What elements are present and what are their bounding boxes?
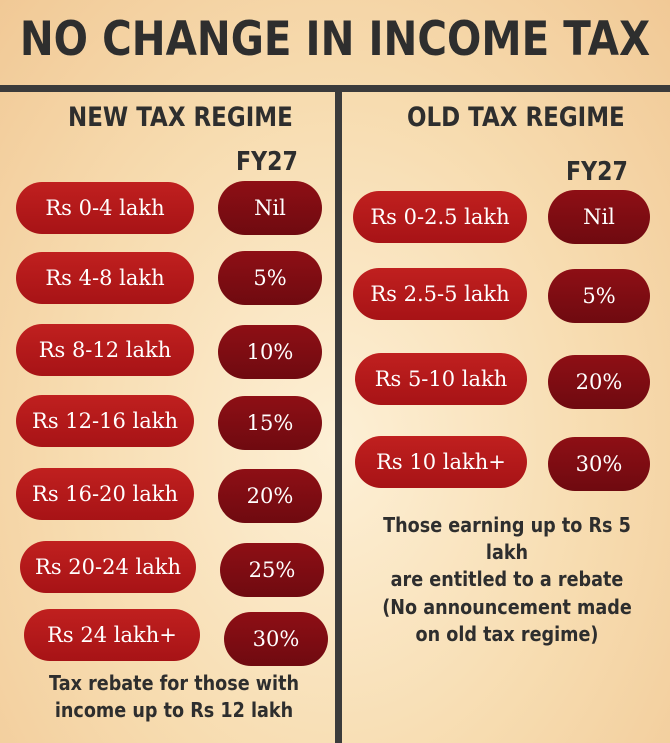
new-slab-rate: Nil bbox=[218, 181, 322, 235]
new-slab-range: Rs 0-4 lakh bbox=[16, 182, 194, 234]
old-regime-note-line1: Those earning up to Rs 5 lakh bbox=[383, 513, 631, 564]
old-slab-rate: Nil bbox=[548, 190, 650, 244]
new-regime-note-line2: income up to Rs 12 lakh bbox=[54, 698, 294, 722]
old-regime-note: Those earning up to Rs 5 lakh are entitl… bbox=[364, 512, 651, 593]
old-slab-rate: 5% bbox=[548, 269, 650, 323]
new-slab-range: Rs 4-8 lakh bbox=[16, 252, 194, 304]
new-slab-range: Rs 8-12 lakh bbox=[16, 324, 194, 376]
old-regime-note-line2: are entitled to a rebate bbox=[390, 567, 624, 591]
old-slab-range: Rs 5-10 lakh bbox=[355, 353, 527, 405]
new-slab-rate: 20% bbox=[218, 469, 322, 523]
new-slab-rate: 15% bbox=[218, 396, 322, 450]
new-regime-heading: NEW TAX REGIME bbox=[68, 102, 293, 133]
old-slab-rate: 20% bbox=[548, 355, 650, 409]
new-slab-rate: 10% bbox=[218, 325, 322, 379]
old-slab-rate: 30% bbox=[548, 437, 650, 491]
old-regime-heading: OLD TAX REGIME bbox=[407, 102, 625, 133]
new-slab-range: Rs 12-16 lakh bbox=[16, 395, 194, 447]
new-slab-rate: 5% bbox=[218, 251, 322, 305]
new-regime-note: Tax rebate for those with income up to R… bbox=[24, 670, 323, 724]
new-slab-rate: 30% bbox=[224, 612, 328, 666]
old-regime-fy-label: FY27 bbox=[566, 157, 628, 187]
horizontal-divider bbox=[0, 85, 670, 92]
page-title: NO CHANGE IN INCOME TAX bbox=[19, 11, 651, 67]
new-slab-range: Rs 16-20 lakh bbox=[16, 468, 194, 520]
old-regime-announcement-line2: on old tax regime) bbox=[415, 622, 599, 646]
new-slab-rate: 25% bbox=[220, 543, 324, 597]
vertical-divider bbox=[335, 92, 342, 743]
old-slab-range: Rs 2.5-5 lakh bbox=[353, 268, 527, 320]
new-regime-note-line1: Tax rebate for those with bbox=[48, 671, 300, 695]
old-regime-announcement-line1: (No announcement made bbox=[382, 595, 632, 619]
old-regime-announcement-note: (No announcement made on old tax regime) bbox=[364, 594, 651, 648]
new-regime-fy-label: FY27 bbox=[236, 147, 298, 177]
old-slab-range: Rs 0-2.5 lakh bbox=[353, 191, 527, 243]
new-slab-range: Rs 20-24 lakh bbox=[20, 541, 196, 593]
new-slab-range: Rs 24 lakh+ bbox=[24, 609, 200, 661]
old-slab-range: Rs 10 lakh+ bbox=[355, 436, 527, 488]
